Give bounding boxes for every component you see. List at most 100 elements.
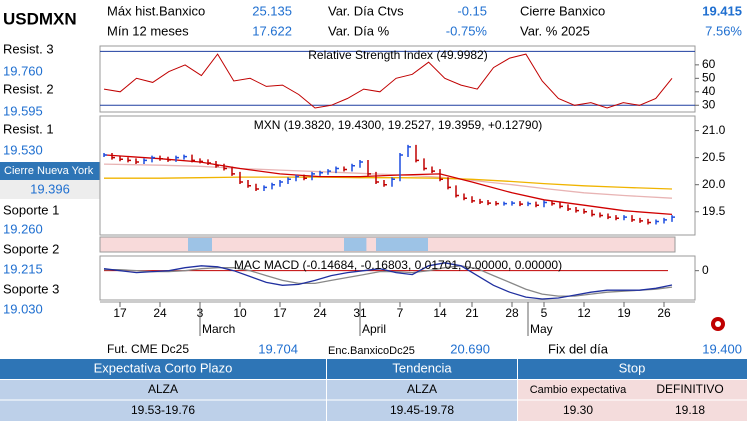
price-bar bbox=[551, 200, 555, 206]
price-bar bbox=[111, 152, 115, 160]
stat-value: 7.56% bbox=[705, 23, 742, 38]
price-bar bbox=[583, 208, 587, 214]
price-bar bbox=[439, 169, 443, 182]
macd-line bbox=[103, 262, 673, 300]
price-bar bbox=[103, 152, 107, 157]
stat-label: Cierre Banxico bbox=[520, 3, 605, 18]
footer-label: Enc.BanxicoDc25 bbox=[328, 345, 415, 357]
price-bar bbox=[519, 201, 523, 207]
price-bar bbox=[375, 171, 379, 184]
price-bar bbox=[415, 144, 419, 163]
price-bar bbox=[367, 159, 371, 176]
price-bar bbox=[351, 163, 355, 172]
x-tick-label: 5 bbox=[541, 306, 548, 320]
price-bar bbox=[671, 215, 675, 222]
price-bar bbox=[151, 155, 155, 163]
panel-title: MAC MACD (-0.14684, -0.16803, 0.01701, 0… bbox=[234, 258, 562, 272]
month-label: April bbox=[362, 322, 386, 336]
price-bar bbox=[271, 182, 275, 190]
cell-text: 19.53-19.76 bbox=[131, 403, 195, 417]
y-tick-label: 60 bbox=[702, 57, 716, 71]
month-label: May bbox=[530, 322, 553, 336]
price-bar bbox=[615, 215, 619, 221]
y-tick-label: 0 bbox=[702, 263, 709, 277]
price-bar bbox=[191, 154, 195, 163]
price-bar bbox=[239, 171, 243, 184]
price-bar bbox=[119, 155, 123, 162]
level-label: Soporte 2 bbox=[3, 241, 59, 256]
level-label: Soporte 1 bbox=[3, 202, 59, 217]
y-tick-label: 21.0 bbox=[702, 123, 726, 137]
level-value: 19.260 bbox=[3, 221, 43, 236]
price-bar bbox=[471, 196, 475, 203]
rsi-line bbox=[103, 53, 673, 109]
footer-value: 19.704 bbox=[258, 341, 298, 356]
moving-average bbox=[103, 163, 673, 199]
price-bar bbox=[391, 177, 395, 187]
moving-average bbox=[104, 176, 673, 190]
price-bar bbox=[535, 201, 539, 208]
price-bar bbox=[407, 144, 411, 157]
price-bar bbox=[335, 166, 339, 174]
month-label: March bbox=[202, 322, 235, 336]
moving-average bbox=[103, 154, 673, 216]
price-bar bbox=[247, 179, 251, 188]
price-bar bbox=[423, 158, 427, 171]
stat-value: 25.135 bbox=[252, 3, 292, 18]
cell-text: 19.45-19.78 bbox=[390, 403, 454, 417]
stats: Máx hist.Banxico 25.135 Var. Día Ctvs -0… bbox=[107, 3, 742, 38]
macd-panel bbox=[99, 255, 696, 301]
price-bar bbox=[127, 157, 131, 163]
y-tick-label: 20.0 bbox=[702, 177, 726, 191]
price-bar bbox=[527, 201, 531, 207]
price-bar bbox=[279, 179, 283, 187]
header-cell bbox=[0, 359, 326, 379]
price-bar bbox=[607, 213, 611, 220]
x-tick-label: 19 bbox=[617, 306, 631, 320]
price-bar bbox=[455, 185, 459, 198]
price-bar bbox=[511, 201, 515, 206]
icon-dot bbox=[715, 321, 721, 327]
trend-segment bbox=[188, 238, 212, 251]
cell-text: ALZA bbox=[148, 382, 178, 396]
stat-value: 19.415 bbox=[702, 3, 742, 18]
level-value: 19.215 bbox=[3, 261, 43, 276]
level-value: 19.760 bbox=[3, 63, 43, 78]
price-bar bbox=[447, 177, 451, 190]
price-bar bbox=[623, 215, 627, 221]
price-bar bbox=[463, 193, 467, 201]
ny-value-box bbox=[0, 180, 100, 199]
level-value: 19.530 bbox=[3, 142, 43, 157]
level-label: Resist. 1 bbox=[3, 121, 54, 136]
x-tick-label: 12 bbox=[577, 306, 591, 320]
x-tick-label: 24 bbox=[313, 306, 327, 320]
footer-label: Fut. CME Dc25 bbox=[107, 342, 189, 356]
price-bar bbox=[207, 159, 211, 166]
symbol: USDMXN bbox=[3, 9, 77, 28]
price-bar bbox=[663, 217, 667, 224]
footer-value: 19.400 bbox=[702, 341, 742, 356]
price-bar bbox=[655, 219, 659, 225]
price-bar bbox=[503, 201, 507, 206]
levels: Resist. 3 19.760 Resist. 2 19.595 Resist… bbox=[0, 41, 100, 316]
y-tick-label: 30 bbox=[702, 97, 716, 111]
price-bar bbox=[431, 166, 435, 174]
price-bar bbox=[359, 159, 363, 168]
trend-segment bbox=[344, 238, 367, 251]
panel-title: MXN (19.3820, 19.4300, 19.2527, 19.3959,… bbox=[254, 118, 543, 132]
level-label: Resist. 3 bbox=[3, 41, 54, 56]
level-label: Soporte 3 bbox=[3, 281, 59, 296]
cell-text: 19.30 bbox=[563, 403, 593, 417]
price-bar bbox=[263, 185, 267, 192]
cell-text: ALZA bbox=[407, 382, 437, 396]
price-bar bbox=[631, 215, 635, 222]
price-bar bbox=[647, 218, 651, 225]
footer-label: Fix del día bbox=[548, 341, 609, 356]
price-bar bbox=[575, 207, 579, 213]
price-bar bbox=[311, 171, 315, 181]
stat-label: Var. Día % bbox=[328, 23, 390, 38]
price-panel bbox=[99, 115, 696, 236]
price-bar bbox=[543, 200, 547, 208]
price-bar bbox=[255, 183, 259, 192]
